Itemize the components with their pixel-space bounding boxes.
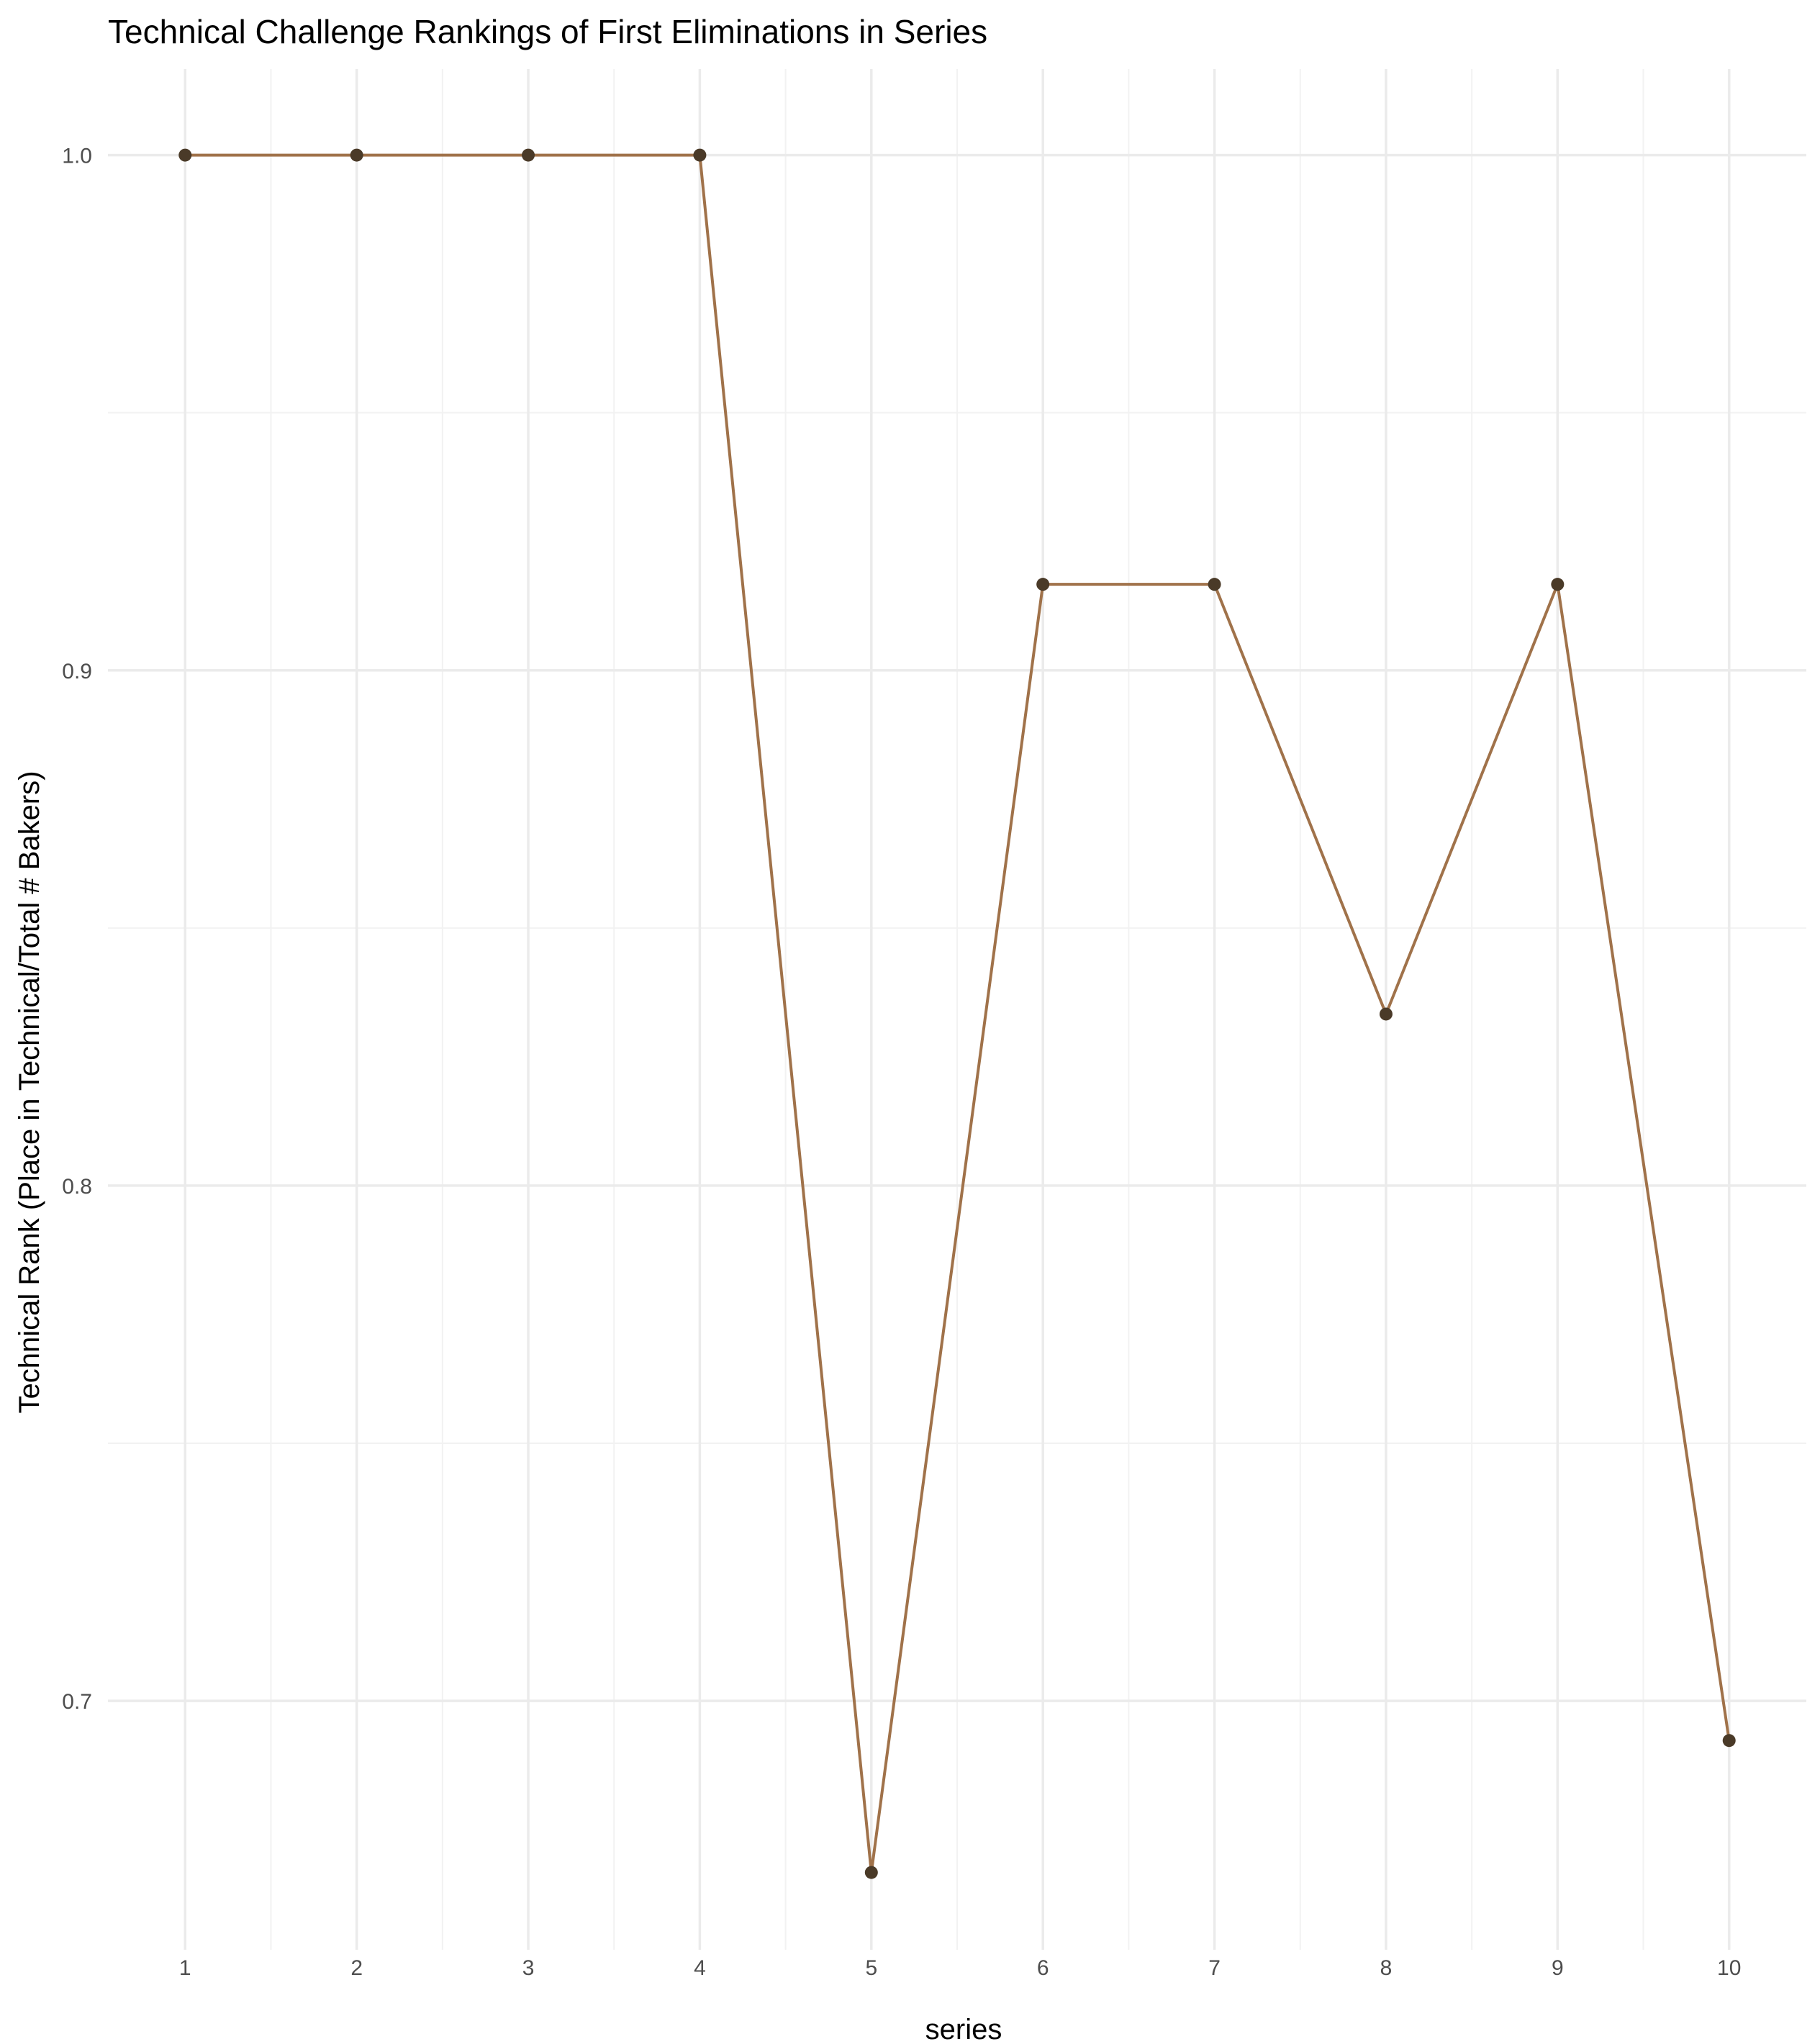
y-tick-label: 0.7 xyxy=(62,1690,92,1714)
data-points xyxy=(178,148,1736,1879)
x-tick-label: 6 xyxy=(1037,1956,1049,1980)
data-point xyxy=(178,148,192,162)
series-line-layer xyxy=(185,153,1731,1874)
data-point xyxy=(1208,578,1221,591)
data-point xyxy=(1036,578,1050,591)
x-axis-title: series xyxy=(925,2014,1002,2044)
chart-title: Technical Challenge Rankings of First El… xyxy=(108,13,987,50)
data-point xyxy=(1722,1734,1736,1748)
x-tick-label: 7 xyxy=(1208,1956,1221,1980)
data-point xyxy=(350,148,363,162)
data-point xyxy=(864,1866,878,1879)
data-point xyxy=(522,148,535,162)
x-axis-tick-labels: 1 2 3 4 5 6 7 8 9 10 xyxy=(179,1956,1741,1980)
y-axis-title: Technical Rank (Place in Technical/Total… xyxy=(14,771,45,1413)
data-point xyxy=(693,148,707,162)
x-tick-label: 1 xyxy=(179,1956,191,1980)
y-tick-label: 0.9 xyxy=(62,660,92,683)
x-tick-label: 3 xyxy=(522,1956,535,1980)
x-tick-label: 4 xyxy=(694,1956,706,1980)
grid-lines xyxy=(108,69,1806,1950)
y-tick-label: 1.0 xyxy=(62,145,92,168)
data-point xyxy=(1551,578,1565,591)
series-line xyxy=(185,153,1731,1874)
y-tick-label: 0.8 xyxy=(62,1175,92,1199)
data-point xyxy=(1379,1007,1393,1021)
x-tick-label: 5 xyxy=(865,1956,877,1980)
x-tick-label: 10 xyxy=(1717,1956,1741,1980)
y-axis-tick-labels: 0.7 0.8 0.9 1.0 xyxy=(62,145,92,1714)
x-tick-label: 9 xyxy=(1552,1956,1564,1980)
x-tick-label: 2 xyxy=(350,1956,363,1980)
x-tick-label: 8 xyxy=(1380,1956,1393,1980)
